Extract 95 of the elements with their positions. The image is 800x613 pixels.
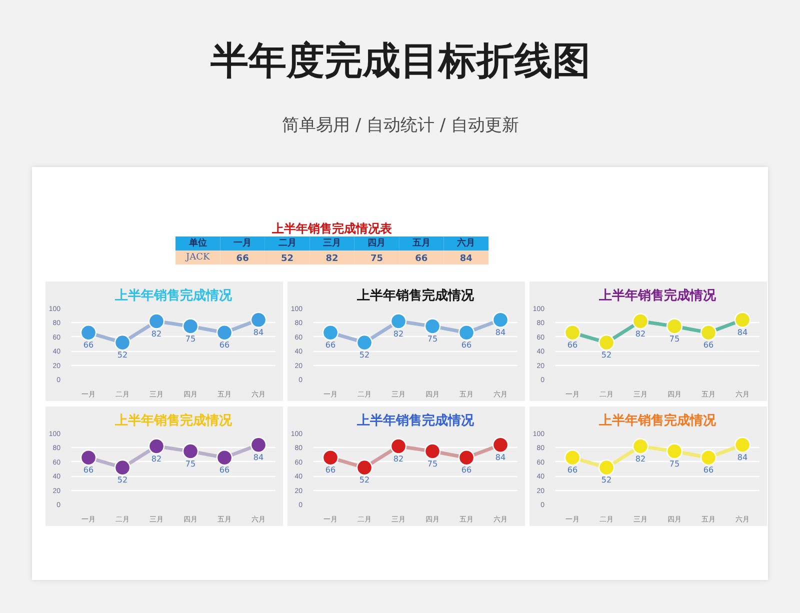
data-label: 66 [219,340,230,350]
point [632,313,649,330]
data-label: 84 [253,328,264,337]
chart-title: 上半年销售完成情况 [598,412,717,428]
text: 半年度完成目标折线图 [210,38,590,82]
point [114,334,131,351]
data-label: 75 [669,334,680,344]
point [390,438,407,454]
category-label: 六月 [456,238,476,248]
point [182,443,199,460]
data-label: 66 [461,340,472,350]
data-label: 66 [325,340,336,350]
data-label: 66 [567,466,578,475]
point [734,436,751,453]
chart-title: 上半年销售完成情况 [356,412,475,428]
point [390,313,407,330]
chart-title: 上半年销售完成情况 [114,288,233,304]
data-label: 66 [219,466,230,475]
point [564,324,581,341]
point [148,313,165,330]
point [700,324,717,341]
data-label: 52 [601,350,612,360]
data-label: 84 [737,452,748,462]
data-label: 66 [325,466,336,475]
point [598,334,615,351]
data-label: 75 [370,254,383,264]
point [216,324,233,341]
data-label: 82 [151,329,162,338]
point [458,324,475,341]
chart-title: 上半年销售完成情况 [356,288,475,304]
text: 单位 [188,238,207,248]
point [322,324,339,341]
data-label: 52 [359,476,370,485]
data-label: 84 [495,452,506,462]
point [80,324,97,341]
point [114,459,131,476]
point [564,450,581,466]
text: 上半年销售完成情况表 [271,222,393,236]
data-label: 52 [601,476,612,485]
data-label: 75 [427,334,438,344]
data-label: 66 [83,466,94,475]
point [734,312,751,328]
data-label: 75 [185,459,196,468]
point [356,459,373,476]
series-label: JACK [185,252,210,262]
chart-title: 上半年销售完成情况 [114,412,233,428]
point [424,443,441,460]
data-label: 82 [393,329,404,338]
data-label: 82 [151,454,162,464]
point [148,438,165,454]
point [632,438,649,454]
data-label: 75 [669,459,680,468]
point [356,334,373,351]
data-label: 75 [185,334,196,344]
data-label: 84 [460,254,472,264]
point [700,450,717,466]
point [424,318,441,334]
category-label: 二月 [278,238,296,248]
data-label: 52 [281,254,294,264]
data-label: 66 [567,340,578,350]
category-label: 一月 [234,238,252,248]
data-label: 66 [703,340,714,350]
data-label: 84 [253,452,264,462]
point [250,312,267,328]
point [250,436,267,453]
data-label: 82 [635,329,646,338]
data-label: 66 [83,340,94,350]
data-label: 82 [635,454,646,464]
data-label: 66 [703,466,714,475]
data-label: 52 [117,350,128,360]
category-label: 三月 [323,238,341,248]
point [666,443,683,460]
category-label: 四月 [368,238,386,248]
data-label: 84 [495,328,506,337]
data-label: 66 [236,254,249,264]
category-label: 五月 [411,238,430,248]
point [598,459,615,476]
chart-title: 上半年销售完成情况 [598,288,717,304]
point [80,450,97,466]
data-label: 52 [359,350,370,360]
data-label: 52 [117,476,128,485]
point [492,312,509,328]
data-label: 66 [415,254,428,264]
data-label: 82 [326,254,338,264]
point [666,318,683,334]
text: 简单易用 / 自动统计 / 自动更新 [282,116,520,136]
point [458,450,475,466]
point [322,450,339,466]
data-label: 82 [393,454,404,464]
data-label: 84 [737,328,748,337]
data-label: 75 [427,459,438,468]
data-label: 66 [461,466,472,475]
point [216,450,233,466]
point [182,318,199,334]
point [492,436,509,453]
